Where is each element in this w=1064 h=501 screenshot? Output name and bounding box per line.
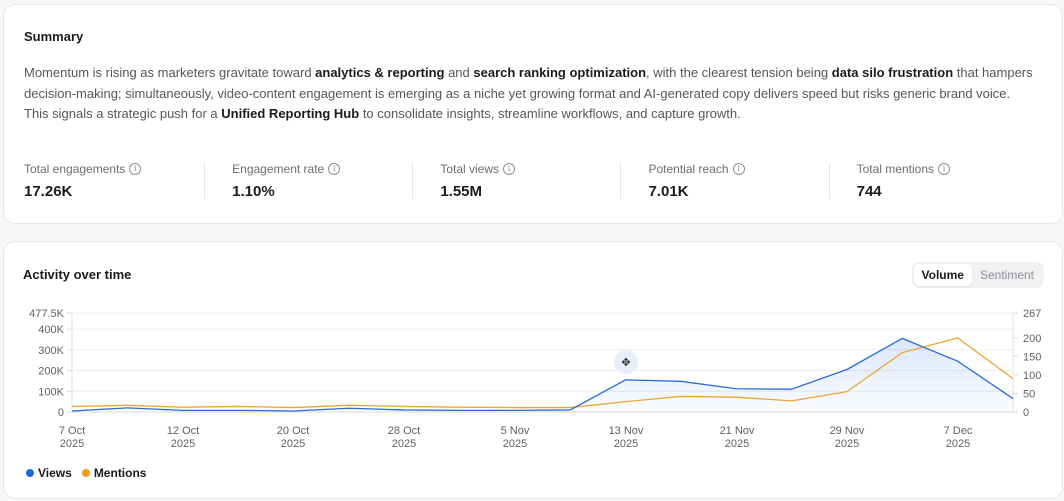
y-left-tick: 0 bbox=[58, 407, 64, 419]
metric-divider bbox=[204, 163, 206, 199]
info-icon[interactable]: i bbox=[938, 163, 950, 175]
summary-text-segment: to consolidate insights, streamline work… bbox=[359, 106, 741, 121]
summary-highlight: data silo frustration bbox=[831, 65, 954, 80]
mentions-dot-icon bbox=[81, 469, 90, 477]
x-tick-year: 2025 bbox=[725, 438, 749, 450]
summary-text: Momentum is rising as marketers gravitat… bbox=[24, 63, 1034, 125]
x-tick: 20 Oct bbox=[277, 425, 309, 437]
info-icon[interactable]: i bbox=[732, 163, 745, 175]
x-tick-year: 2025 bbox=[281, 438, 305, 450]
metric-potential-reach: Potential reach i 7.01K bbox=[620, 161, 856, 203]
cursor-glyph: ✥ bbox=[621, 357, 630, 369]
y-right-tick: 150 bbox=[1023, 351, 1041, 363]
x-tick: 13 Nov bbox=[609, 425, 644, 437]
summary-text-segment: that hampers decision-making; simultaneo… bbox=[24, 65, 1033, 121]
metric-total-mentions: Total mentions i 744 bbox=[828, 161, 1044, 203]
views-line[interactable] bbox=[71, 337, 1014, 412]
summary-text-segment: Momentum is rising as marketers gravitat… bbox=[24, 65, 316, 80]
mentions-line[interactable] bbox=[71, 337, 1014, 409]
x-tick: 7 Oct bbox=[59, 425, 85, 437]
x-tick: 28 Oct bbox=[388, 425, 420, 437]
metric-value: 17.26K bbox=[24, 183, 73, 200]
info-icon[interactable]: i bbox=[328, 163, 341, 175]
metric-total-views: Total views i 1.55M bbox=[412, 161, 648, 203]
x-tick: 7 Dec bbox=[944, 425, 973, 437]
metrics-row: Total engagements i 17.26K Engagement rat… bbox=[24, 161, 1044, 203]
metric-total-engagements: Total engagements i 17.26K bbox=[24, 161, 232, 203]
toggle-sentiment[interactable]: Sentiment bbox=[979, 268, 1034, 282]
x-tick-year: 2025 bbox=[171, 438, 195, 450]
x-tick-year: 2025 bbox=[835, 438, 859, 450]
metric-label: Total views bbox=[440, 162, 499, 176]
summary-highlight: search ranking optimization bbox=[473, 65, 647, 80]
chart-legend: Views Mentions bbox=[26, 466, 146, 480]
x-tick-year: 2025 bbox=[946, 438, 970, 450]
y-left-tick: 300K bbox=[38, 345, 64, 357]
metric-label: Total engagements bbox=[24, 162, 126, 176]
y-right-tick: 0 bbox=[1023, 407, 1029, 419]
x-tick-year: 2025 bbox=[392, 438, 416, 450]
metric-value: 7.01K bbox=[648, 183, 689, 200]
metric-engagement-rate: Engagement rate i 1.10% bbox=[204, 161, 440, 203]
metric-value: 1.55M bbox=[440, 183, 483, 200]
y-left-tick: 477.5K bbox=[29, 308, 65, 320]
metric-label: Engagement rate bbox=[232, 162, 325, 176]
x-tick-year: 2025 bbox=[503, 438, 527, 450]
y-right-tick: 50 bbox=[1023, 388, 1035, 400]
y-right-tick: 100 bbox=[1023, 370, 1041, 382]
summary-text-segment: and bbox=[444, 65, 474, 80]
x-tick: 29 Nov bbox=[830, 425, 865, 437]
summary-highlight: Unified Reporting Hub bbox=[221, 106, 360, 121]
y-left-tick: 400K bbox=[38, 324, 64, 336]
summary-text-segment: , with the clearest tension being bbox=[646, 65, 832, 80]
x-tick: 21 Nov bbox=[720, 425, 755, 437]
metric-label: Potential reach bbox=[648, 162, 729, 176]
info-icon[interactable]: i bbox=[129, 163, 142, 175]
summary-title: Summary bbox=[24, 29, 84, 44]
metric-divider bbox=[620, 163, 622, 199]
metric-value: 1.10% bbox=[232, 183, 275, 200]
metric-divider bbox=[412, 163, 414, 199]
metric-value: 744 bbox=[856, 183, 882, 200]
metric-label: Total mentions bbox=[856, 162, 934, 176]
views-dot-icon bbox=[26, 469, 34, 477]
legend-item-views[interactable]: Views bbox=[26, 466, 72, 480]
toggle-volume[interactable]: Volume bbox=[913, 264, 972, 286]
summary-highlight: analytics & reporting bbox=[315, 65, 445, 80]
legend-label: Mentions bbox=[93, 466, 147, 480]
views-area bbox=[72, 338, 1013, 412]
activity-card: Activity over time Volume Sentiment 0 100… bbox=[3, 241, 1063, 499]
legend-item-mentions[interactable]: Mentions bbox=[81, 466, 147, 480]
volume-sentiment-toggle: Volume Sentiment bbox=[911, 262, 1044, 288]
y-right-tick: 267 bbox=[1023, 308, 1041, 320]
activity-chart[interactable]: 0 100K 200K 300K 400K 477.5K 0 50 100 150 200 267 7 … bbox=[4, 242, 1064, 500]
y-left-tick: 100K bbox=[38, 386, 64, 398]
info-icon[interactable]: i bbox=[503, 163, 515, 175]
move-cursor-icon bbox=[614, 350, 638, 374]
x-tick: 5 Nov bbox=[501, 425, 530, 437]
summary-card: Summary Momentum is rising as marketers … bbox=[3, 4, 1063, 224]
x-tick: 12 Oct bbox=[167, 425, 199, 437]
legend-label: Views bbox=[38, 466, 72, 480]
y-left-tick: 200K bbox=[38, 366, 64, 378]
metric-divider bbox=[828, 163, 830, 199]
y-right-tick: 200 bbox=[1023, 333, 1041, 345]
x-tick-year: 2025 bbox=[614, 438, 638, 450]
activity-title: Activity over time bbox=[23, 267, 132, 282]
x-tick-year: 2025 bbox=[60, 438, 84, 450]
